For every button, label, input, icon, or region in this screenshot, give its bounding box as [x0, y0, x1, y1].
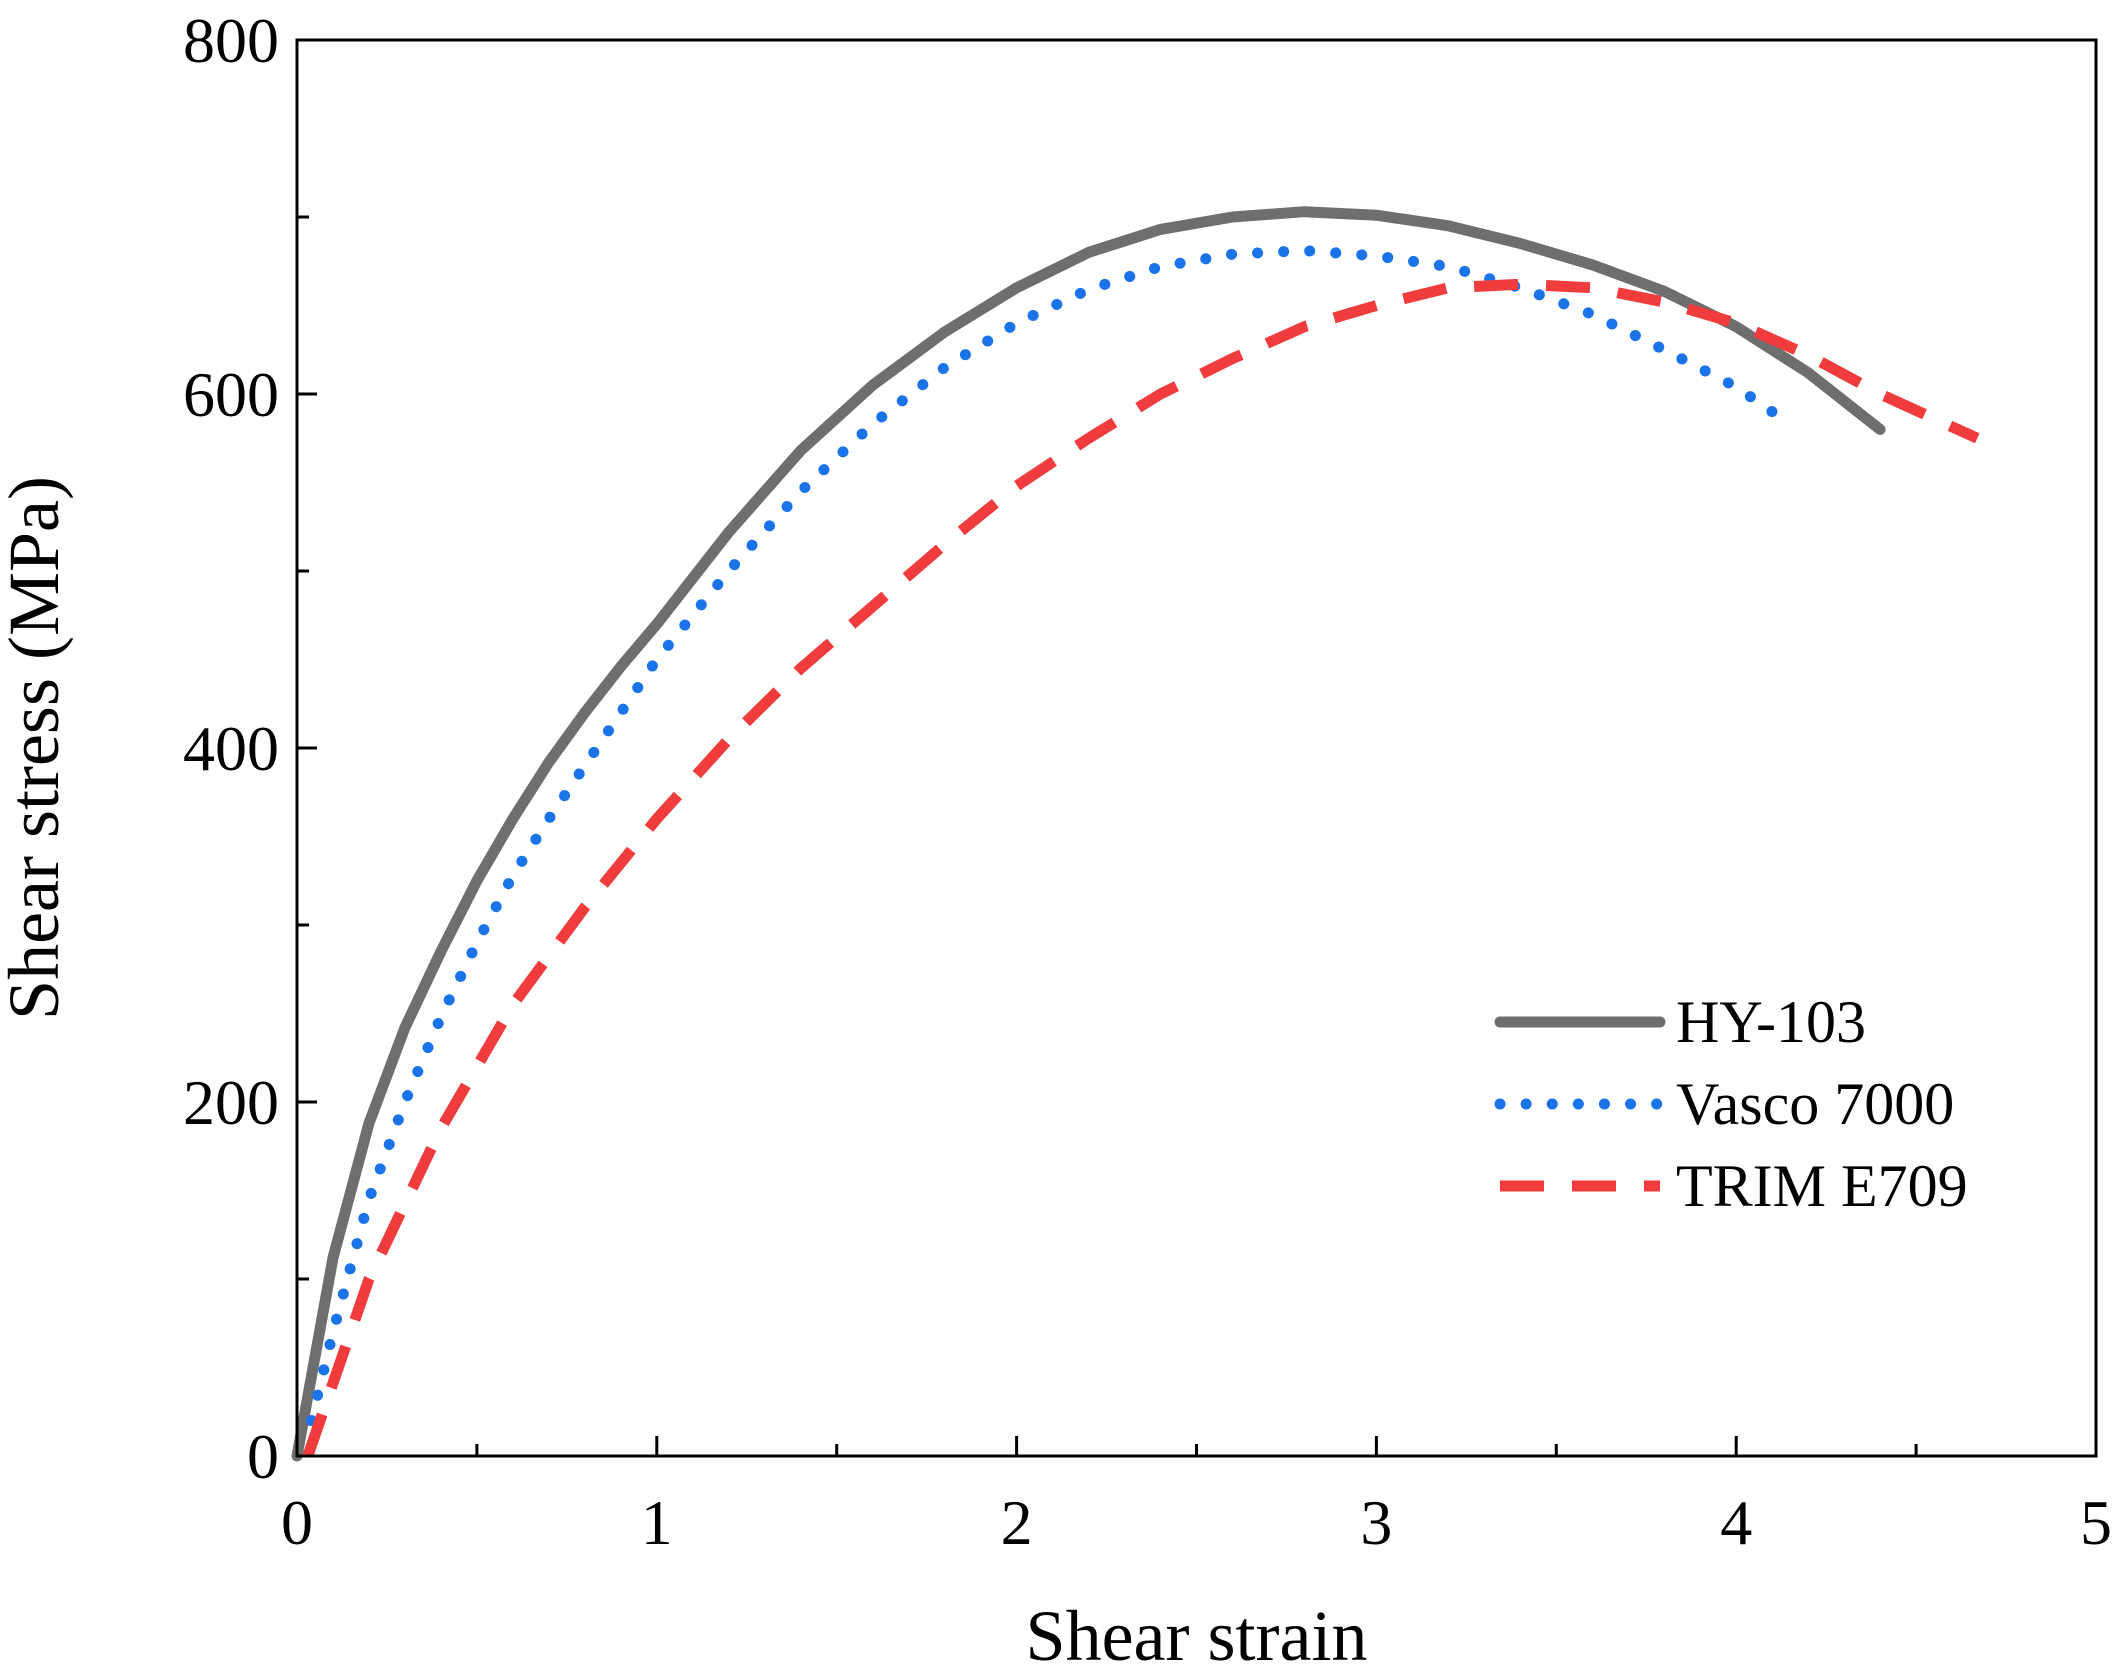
y-axis-title: Shear stress (MPa) [0, 476, 74, 1020]
series-line-hy-103 [291, 206, 1886, 1462]
y-tick-label: 600 [183, 359, 279, 430]
x-tick-label: 4 [1720, 1487, 1752, 1558]
y-tick-label: 0 [247, 1421, 279, 1492]
x-tick-label: 1 [641, 1487, 673, 1558]
plot-frame [295, 38, 2098, 1458]
series-group [291, 206, 1980, 1462]
x-tick-label: 0 [281, 1487, 313, 1558]
x-tick-label: 5 [2080, 1487, 2112, 1558]
legend-label-trim-e709: TRIM E709 [1676, 1153, 1968, 1219]
y-tick-label: 200 [183, 1067, 279, 1138]
x-tick-label: 3 [1360, 1487, 1392, 1558]
series-line-vasco-7000 [305, 245, 1778, 1427]
x-axis-title: Shear strain [1026, 1596, 1368, 1676]
legend-label-hy-103: HY-103 [1676, 989, 1866, 1055]
y-axis-ticks: 0 200 400 600 800 [183, 5, 317, 1492]
y-tick-label: 800 [183, 5, 279, 76]
x-axis-ticks: 0 1 2 3 4 5 [281, 1436, 2112, 1558]
series-line-trim-e709 [302, 278, 1980, 1458]
y-tick-label: 400 [183, 713, 279, 784]
plot-area [291, 206, 1980, 1462]
legend: HY-103 Vasco 7000 TRIM E709 [1494, 989, 1968, 1219]
legend-label-vasco-7000: Vasco 7000 [1676, 1071, 1954, 1137]
x-tick-label: 2 [1001, 1487, 1033, 1558]
